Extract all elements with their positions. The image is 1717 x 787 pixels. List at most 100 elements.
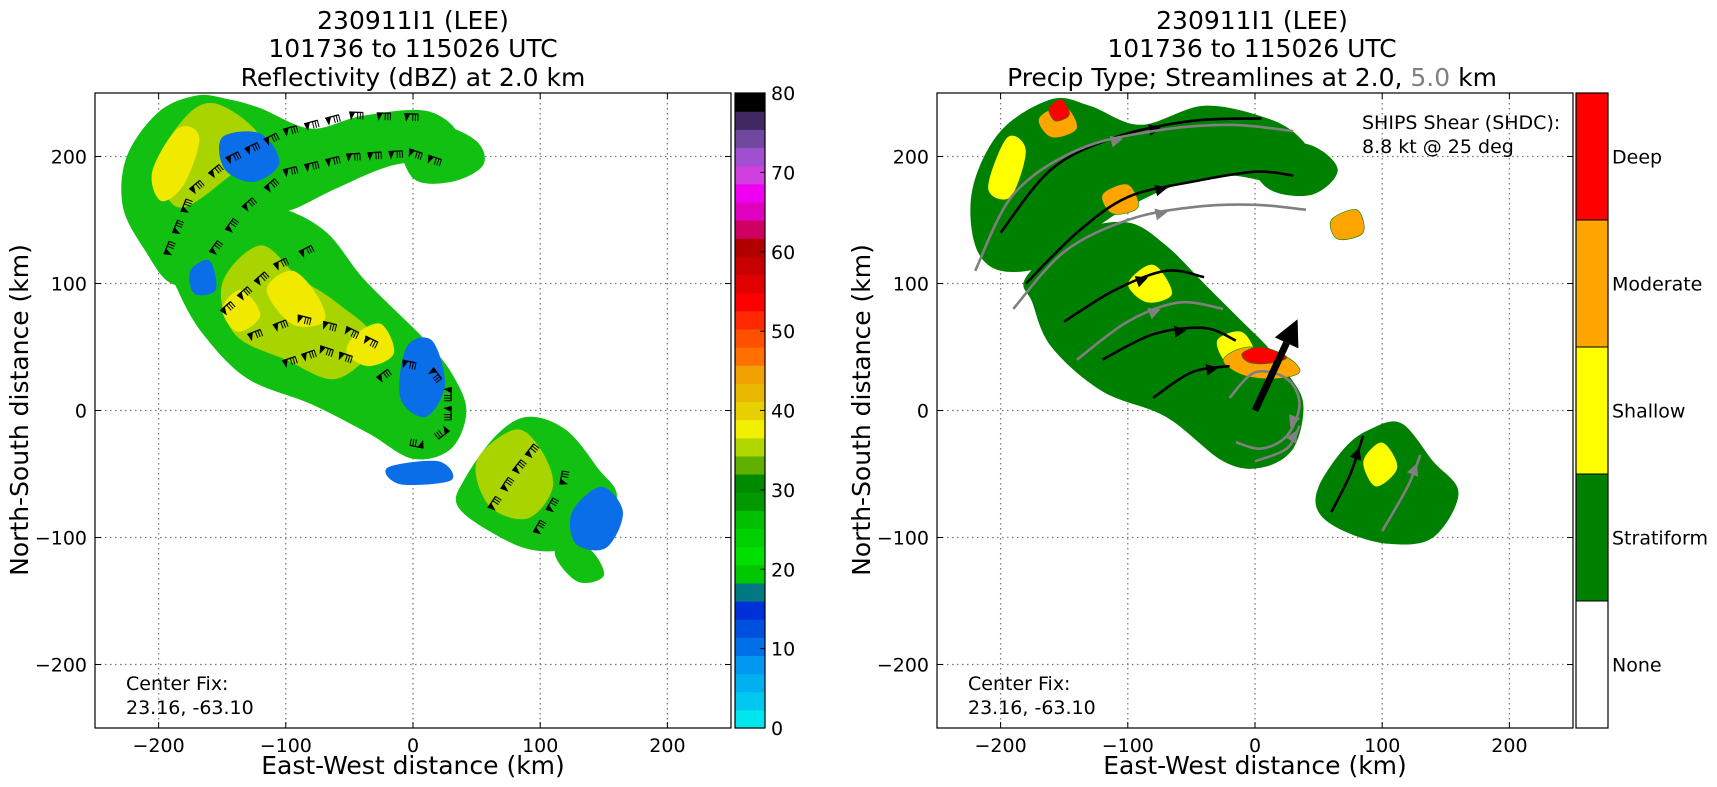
wind-barb [272,319,289,332]
wind-barb [253,271,270,286]
wind-barb [298,244,315,258]
colorbar-segment [735,147,765,167]
reflectivity-colorbar-ticks: 0 10 20 30 40 50 60 70 80 [760,83,795,740]
y-tick-label: −100 [877,528,929,550]
wind-barb [434,425,451,440]
wind-barb [207,163,224,179]
x-tick-label: 0 [1249,735,1261,757]
x-tick-label: 100 [522,735,558,757]
colorbar-segment [735,601,765,620]
shear-vector-arrow [1251,319,1299,412]
streamline-2km [1152,364,1230,399]
precip-region-stratiform [970,97,1313,273]
left-x-axis-label: East-West distance (km) [261,751,565,780]
wind-barb [300,349,317,362]
x-tick-label: −200 [975,735,1027,757]
y-tick-label: −100 [35,528,87,550]
x-tick-label: −100 [1102,735,1154,757]
y-tick-label: 100 [51,274,87,296]
precip-region-stratiform [1023,221,1304,469]
wind-barbs [163,111,570,535]
streamline-5km-arrowhead [1109,135,1123,148]
wind-barb [241,197,258,212]
reflectivity-panel: 230911I1 (LEE) 101736 to 115026 UTC Refl… [5,6,795,780]
reflectivity-colorbar [735,93,765,729]
wind-barb [225,151,242,165]
right-y-axis-label: North-South distance (km) [847,244,876,576]
streamline-5km-arrowhead [1406,463,1419,477]
left-center-fix-value: 23.16, -63.10 [126,697,254,719]
precip-region-moderate [1329,209,1365,240]
colorbar-category-deep [1575,92,1609,221]
precip-region-shallow [1127,264,1173,304]
colorbar-segment [735,564,765,584]
left-title-line-1: 230911I1 (LEE) [317,6,509,35]
echo-region-heavy [222,289,261,332]
x-tick-label: −100 [260,735,312,757]
colorbar-segment [735,274,765,294]
wind-barb [171,219,185,235]
right-title-line-2: 101736 to 115026 UTC [1107,34,1396,63]
right-y-ticks: −200 −100 0 100 200 [877,147,1573,677]
wind-barb [282,166,299,178]
y-tick-label: 0 [75,401,87,423]
wind-barb [219,301,236,316]
streamline-2km-arrowhead [1349,447,1362,461]
right-center-fix-label: Center Fix: [968,673,1070,695]
colorbar-category-label: None [1612,655,1662,677]
wind-barb [319,345,334,357]
right-x-axis-label: East-West distance (km) [1103,751,1407,780]
right-title-line-1: 230911I1 (LEE) [1156,6,1348,35]
wind-barb [163,240,176,256]
colorbar-segment [735,691,765,711]
shear-arrow-head [1274,319,1299,349]
colorbar-category-label: Moderate [1612,274,1702,296]
colorbar-segment [735,510,765,530]
wind-barb [281,355,298,368]
colorbar-segment [735,183,765,203]
colorbar-category-shallow [1575,346,1609,475]
right-title-line-3: Precip Type; Streamlines at 2.0, 5.0 km [1007,63,1497,92]
colorbar-tick-label: 40 [771,401,795,423]
wind-barb [367,151,382,161]
streamline-5km [1228,370,1301,450]
colorbar-category-none [1575,600,1609,729]
streamline-2km-arrowhead [1205,364,1219,376]
colorbar-segment [735,582,765,602]
x-tick-label: 0 [407,735,419,757]
wind-barb [402,359,417,370]
wind-barb [272,257,290,271]
precip-region-stratiform [1247,142,1338,197]
colorbar-segment [735,365,765,384]
wind-barb [208,240,224,256]
reflectivity-field [121,94,623,584]
colorbar-category-moderate [1575,219,1609,348]
wind-barb [345,152,361,162]
colorbar-tick-label: 10 [771,639,795,661]
streamline-5km-arrowhead [1147,307,1161,320]
wind-barb [427,154,442,167]
precip-type-colorbar [1575,92,1609,729]
wind-barb [443,386,452,402]
colorbar-segment [735,238,765,257]
colorbar-segment [735,637,765,657]
wind-barb [511,459,527,475]
streamline-5km [1381,454,1422,532]
colorbar-segment [735,419,765,439]
wind-barb [443,406,452,421]
streamline-5km [974,123,1294,272]
colorbar-segment [735,546,765,566]
wind-barb [408,148,423,161]
wind-barb [224,218,240,233]
colorbar-segment [735,492,765,511]
precip-region-deep [1048,98,1070,122]
streamline-5km [1012,203,1307,310]
colorbar-tick-label: 30 [771,480,795,502]
echo-region-weak [218,131,280,183]
wind-barb [409,438,424,449]
colorbar-segment [735,165,765,185]
wind-barb [244,141,261,155]
left-y-ticks: −200 −100 0 100 200 [35,147,731,677]
colorbar-tick-label: 50 [771,321,795,343]
wind-barb [545,497,560,513]
